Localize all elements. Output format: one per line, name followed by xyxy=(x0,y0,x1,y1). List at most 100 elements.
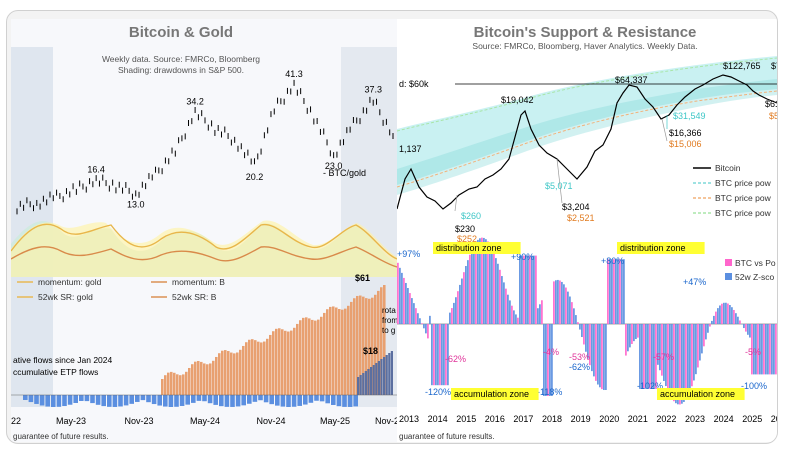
gold-outflow-bar xyxy=(325,395,330,404)
btc-flow-bar xyxy=(302,317,305,395)
zscore-bar xyxy=(477,239,479,324)
gold-outflow-bar xyxy=(39,395,45,406)
zscore-bar xyxy=(509,300,511,324)
price-label: $31,549 xyxy=(673,111,706,121)
gold-outflow-bar xyxy=(101,395,106,407)
gold-outflow-bar xyxy=(163,395,168,407)
zscore-bar xyxy=(633,324,635,342)
price-label: $122,765 xyxy=(723,61,761,71)
support-leader-lines xyxy=(454,115,668,212)
gold-outflow-bar xyxy=(353,395,358,407)
legend-label: Bitcoin xyxy=(715,163,741,173)
btc-vs-power-law-bar xyxy=(403,277,405,324)
x-tick-label: 2020 xyxy=(599,414,619,424)
zscore-bar xyxy=(657,324,659,365)
zscore-bar xyxy=(551,324,553,396)
ratio-peak-label: 13.0 xyxy=(127,199,145,209)
btc-flow-bar xyxy=(224,350,227,395)
btc-vs-power-law-bar xyxy=(757,324,759,375)
gold-outflow-bar xyxy=(90,395,95,404)
zscore-bar xyxy=(677,324,679,405)
zscore-bar xyxy=(407,288,409,324)
zscore-bar xyxy=(623,259,625,324)
btc-vs-power-law-bar xyxy=(661,324,663,376)
gold-outflow-bar xyxy=(174,395,179,407)
x-tick-label: 2023 xyxy=(685,414,705,424)
btc-vs-power-law-bar xyxy=(445,324,447,386)
gold-outflow-bar xyxy=(51,395,56,407)
btc-flow-bar xyxy=(320,316,323,395)
price-label: $7 xyxy=(771,61,777,71)
btc-flow-bar xyxy=(248,339,251,395)
btc-vs-power-law-bar xyxy=(727,303,729,324)
x-tick-label: May-25 xyxy=(320,416,350,426)
zscore-bar xyxy=(507,294,509,324)
flows-side-note-3: to g xyxy=(382,326,395,335)
gold-flow-bar xyxy=(377,361,380,395)
zscore-bar xyxy=(443,324,445,386)
gold-outflow-bar xyxy=(151,395,157,405)
btc-vs-power-law-bar xyxy=(505,288,507,324)
btc-vs-power-law-bar xyxy=(433,324,435,386)
btc-vs-power-law-bar xyxy=(469,254,471,324)
gold-outflow-bar xyxy=(107,395,112,407)
btc-flow-bar xyxy=(323,312,326,395)
btc-vs-power-law-bar xyxy=(685,324,687,400)
btc-flow-bar xyxy=(341,309,344,395)
btc-vs-power-law-bar xyxy=(565,287,567,324)
gold-outflow-bar xyxy=(247,395,252,404)
btc-flow-bar xyxy=(254,340,257,395)
zscore-bar xyxy=(401,272,403,324)
zscore-bar xyxy=(743,324,745,329)
gold-outflow-bar xyxy=(129,395,134,404)
oscillator-labels: +97% +90% +80%+47%-62%-4% -53%-62%-57% -5%-1… xyxy=(397,249,767,397)
zscore-bar xyxy=(603,324,605,391)
power-law-upper-line xyxy=(397,57,777,132)
gold-outflow-bar xyxy=(224,395,230,407)
tweet-image-card[interactable]: Bitcoin & Gold Weekly data. Source: FMRC… xyxy=(6,10,778,444)
power-law-band-fill xyxy=(397,56,777,185)
x-axis-tick-labels: 2013 2014 2015 2016 2017 2018 2019 2020 2021 2022… xyxy=(399,414,777,424)
btc-vs-power-law-bar xyxy=(535,255,537,324)
btc-vs-power-law-bar xyxy=(595,324,597,381)
btc-flow-bar xyxy=(344,308,347,395)
btc-flow-bar xyxy=(329,306,332,395)
x-tick-label: 22 xyxy=(11,416,21,426)
btc-flow-bar xyxy=(365,298,368,395)
zscore-bar xyxy=(729,305,731,324)
btc-flow-bar xyxy=(296,323,299,395)
btc-flow-bar xyxy=(194,361,197,395)
zscore-bar xyxy=(765,324,767,375)
chart-subtitle: Source: FMRCo, Bloomberg, Haver Analytic… xyxy=(472,41,697,51)
legend-label: BTC price pow xyxy=(715,208,772,218)
zscore-bar xyxy=(701,324,703,354)
zscore-bar xyxy=(647,324,649,389)
x-tick-label: 2024 xyxy=(714,414,734,424)
zscore-bar xyxy=(641,324,643,389)
btc-flow-bar xyxy=(227,351,230,395)
zscore-bar xyxy=(435,324,437,386)
gold-outflow-bar xyxy=(280,395,286,407)
btc-vs-power-law-bar xyxy=(745,324,747,332)
btc-vs-power-law-bar xyxy=(751,324,753,375)
zscore-bar xyxy=(569,296,571,324)
btc-flow-bar xyxy=(260,342,263,395)
gold-flow-bar xyxy=(385,355,388,395)
momentum-band-yellow xyxy=(11,220,397,277)
zone-label-bg xyxy=(433,242,521,254)
ratio-peak-label: 37.3 xyxy=(364,84,382,94)
zscore-bar xyxy=(437,324,439,386)
zscore-bar xyxy=(501,276,503,324)
btc-flow-bar xyxy=(185,371,188,395)
zscore-bar xyxy=(587,324,589,359)
zone-label-bg xyxy=(617,242,705,254)
x-tick-label: 2022 xyxy=(656,414,676,424)
zone-label: distribution zone xyxy=(436,243,502,253)
zscore-bar xyxy=(585,324,587,352)
zscore-bar xyxy=(761,324,763,375)
flows-legend-line-1: ative flows since Jan 2024 xyxy=(13,355,112,365)
price-label: $19,042 xyxy=(501,95,534,105)
btc-vs-power-law-bar xyxy=(703,324,705,347)
gold-outflow-bar xyxy=(269,395,274,405)
legend-swatch xyxy=(725,273,732,280)
